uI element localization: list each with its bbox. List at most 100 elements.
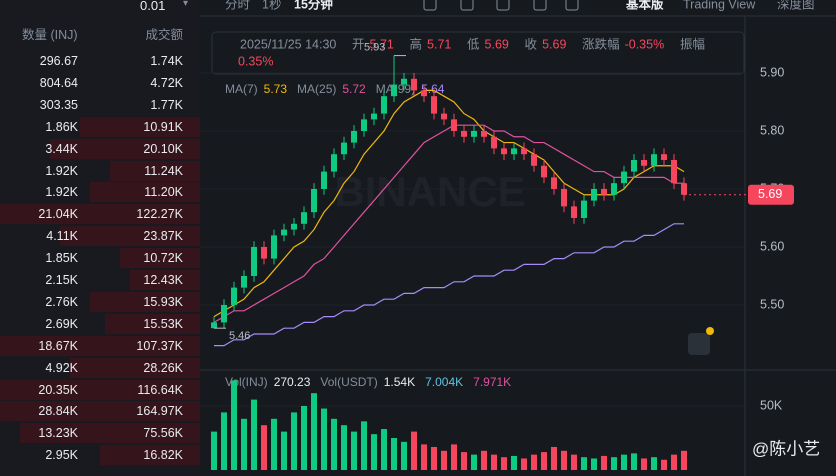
volume-bar xyxy=(451,444,457,470)
volume-bar xyxy=(411,431,417,470)
tool-icon[interactable] xyxy=(565,0,579,11)
total: 1.77K xyxy=(150,97,183,112)
candle-body xyxy=(561,188,567,207)
candle-body xyxy=(661,154,667,160)
view-tab[interactable]: 基本版 xyxy=(625,0,664,11)
qty: 2.95K xyxy=(45,448,78,463)
volume-bar xyxy=(481,450,487,470)
book-row[interactable]: 1.92K 11.24K xyxy=(0,160,200,181)
volume-bar xyxy=(351,431,357,470)
candle-body xyxy=(331,154,337,172)
candle-body xyxy=(451,119,457,131)
volume-bar xyxy=(461,452,467,470)
volume-bar xyxy=(551,446,557,470)
info-label: 开 xyxy=(352,37,365,51)
view-tab[interactable]: Trading View xyxy=(683,0,756,11)
candle-body xyxy=(361,119,367,131)
tool-icon[interactable] xyxy=(423,0,437,11)
total: 28.26K xyxy=(143,360,183,375)
ma-value: 5.73 xyxy=(264,82,288,96)
candle-body xyxy=(241,275,247,288)
candle-body xyxy=(431,96,437,114)
qty: 2.15K xyxy=(45,273,78,287)
book-row[interactable]: 21.04K 122.27K xyxy=(0,204,200,225)
dropdown-icon[interactable]: ▾ xyxy=(183,0,189,9)
qty: 21.04K xyxy=(38,207,78,222)
book-row[interactable]: 2.15K 12.43K xyxy=(0,270,200,290)
vol-value: 270.23 xyxy=(274,375,311,389)
total: 12.43K xyxy=(143,273,183,287)
watermark-logo: BINANCE xyxy=(334,168,525,215)
volume-bar xyxy=(611,457,617,470)
book-row[interactable]: 28.84K 164.97K xyxy=(0,401,200,422)
plot: 2025/11/25 14:30 开 5.71 高 5.71 低 5.69 收 5.69 涨跌幅 -… xyxy=(200,36,794,470)
candle-body xyxy=(221,304,227,323)
candle-body xyxy=(341,142,347,155)
order-book: 0.01 ▾ 数量 (INJ) 成交额 296.67 1.74K 804.64 4.7… xyxy=(0,0,200,476)
volume-bar xyxy=(641,458,647,470)
precision[interactable]: 0.01 xyxy=(140,0,166,13)
tool-icon[interactable] xyxy=(496,0,510,11)
book-row[interactable]: 1.86K 10.91K xyxy=(0,116,200,137)
depth-bar xyxy=(0,379,200,400)
total: 122.27K xyxy=(136,207,183,222)
depth-bar xyxy=(0,204,200,225)
interval[interactable]: 1秒 xyxy=(262,0,281,11)
candle-body xyxy=(411,78,417,91)
total: 16.82K xyxy=(143,448,183,463)
interval[interactable]: 15分钟 xyxy=(294,0,333,11)
volume-bar xyxy=(501,457,507,470)
book-row[interactable]: 303.35 1.77K xyxy=(0,95,200,115)
ma-label: MA(7) xyxy=(225,82,258,96)
depth-bar xyxy=(20,423,200,444)
book-row[interactable]: 2.95K 16.82K xyxy=(0,445,200,466)
book-row[interactable]: 4.92K 28.26K xyxy=(0,357,200,378)
book-row[interactable]: 20.35K 116.64K xyxy=(0,379,200,400)
interval[interactable]: 分时 xyxy=(225,0,251,11)
qty: 1.86K xyxy=(45,119,78,134)
total: 15.53K xyxy=(143,316,183,331)
book-row[interactable]: 1.85K 10.72K xyxy=(0,248,200,269)
depth-bar xyxy=(100,445,200,466)
book-row[interactable]: 4.11K 23.87K xyxy=(0,226,200,247)
volume-bar xyxy=(301,406,307,470)
total: 11.20K xyxy=(144,185,183,200)
qty: 3.44K xyxy=(45,141,78,156)
badge xyxy=(706,327,714,335)
candle-body xyxy=(391,84,397,97)
book-row[interactable]: 296.67 1.74K xyxy=(0,51,200,71)
candle-body xyxy=(301,212,307,224)
book-row[interactable]: 804.64 4.72K xyxy=(0,73,200,93)
tool-icon[interactable] xyxy=(533,0,547,11)
candle-body xyxy=(381,96,387,114)
book-row[interactable]: 18.67K 107.37K xyxy=(0,335,200,356)
volume-bar xyxy=(271,418,277,470)
candle-body xyxy=(461,130,467,137)
book-row[interactable]: 2.76K 15.93K xyxy=(0,291,200,312)
depth-bar xyxy=(80,116,200,137)
tool-button[interactable] xyxy=(688,333,710,355)
qty: 296.67 xyxy=(39,54,78,68)
total: 164.97K xyxy=(136,404,183,419)
info-label: 涨跌幅 xyxy=(582,36,620,51)
candle-body xyxy=(501,148,507,155)
tool-icon[interactable] xyxy=(460,0,474,11)
vol-value: 7.004K xyxy=(425,375,463,389)
author-watermark: @陈小艺 xyxy=(752,439,820,458)
book-row[interactable]: 13.23K 75.56K xyxy=(0,423,200,444)
qty: 4.11K xyxy=(46,229,78,244)
volume-bar xyxy=(441,450,447,470)
last-price-tag xyxy=(748,184,794,205)
book-row[interactable]: 1.92K 11.20K xyxy=(0,182,200,203)
info-time: 2025/11/25 14:30 xyxy=(240,37,336,51)
book-row[interactable]: 2.69K 15.53K xyxy=(0,313,200,334)
qty: 1.92K xyxy=(45,185,78,200)
book-row[interactable]: 3.44K 20.10K xyxy=(0,138,200,159)
y-tick-label: 50K xyxy=(760,398,783,412)
volume-bar xyxy=(681,450,687,470)
candle-body xyxy=(521,148,527,155)
total: 20.10K xyxy=(143,141,183,156)
depth-bar xyxy=(0,335,200,356)
view-tab[interactable]: 深度图 xyxy=(777,0,815,11)
volume-bar xyxy=(331,418,337,470)
